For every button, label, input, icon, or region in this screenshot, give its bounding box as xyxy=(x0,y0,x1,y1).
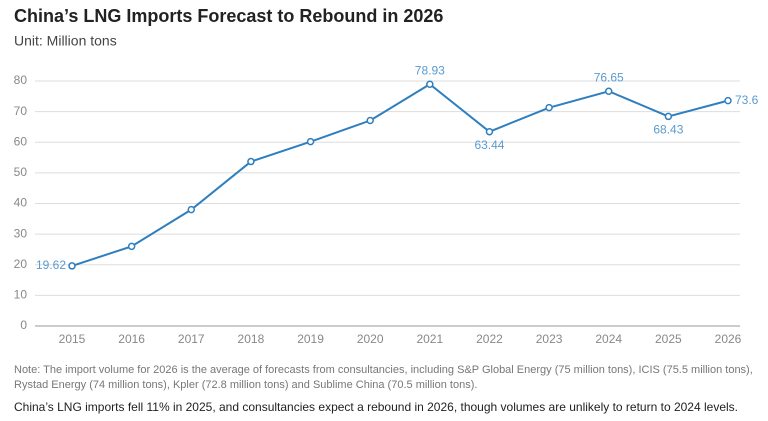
y-tick-label: 10 xyxy=(14,288,28,302)
data-label: 19.62 xyxy=(36,258,66,272)
x-tick-label: 2018 xyxy=(238,332,265,346)
series-line xyxy=(71,83,729,267)
y-tick-label: 60 xyxy=(14,134,28,148)
point xyxy=(366,116,374,125)
chart-title: China’s LNG Imports Forecast to Rebound … xyxy=(14,6,443,26)
x-tick-label: 2020 xyxy=(357,332,384,346)
point xyxy=(306,137,315,146)
x-tick-label: 2025 xyxy=(655,332,682,346)
point xyxy=(724,96,732,105)
note: Note: The import volume for 2026 is the … xyxy=(14,364,753,391)
x-tick-label: 2026 xyxy=(715,332,742,346)
caption: China’s LNG imports fell 11% in 2025, an… xyxy=(14,400,738,414)
data-label: 78.93 xyxy=(415,63,445,77)
y-tick-label: 50 xyxy=(14,165,28,179)
x-tick-label: 2019 xyxy=(297,332,324,346)
x-tick-label: 2021 xyxy=(416,332,443,346)
x-tick-label: 2016 xyxy=(118,332,145,346)
y-tick-label: 40 xyxy=(14,196,28,210)
point xyxy=(604,87,613,96)
x-tick-label: 2022 xyxy=(476,332,503,346)
y-tick-label: 70 xyxy=(14,104,28,118)
x-tick-label: 2017 xyxy=(178,332,205,346)
data-label: 73.6 xyxy=(735,93,759,107)
data-label: 76.65 xyxy=(594,70,624,84)
data-label: 63.44 xyxy=(474,138,504,152)
chart: China’s LNG Imports Forecast to Rebound … xyxy=(14,6,759,346)
point xyxy=(664,112,673,121)
point xyxy=(247,157,255,166)
x-tick-label: 2024 xyxy=(595,332,622,346)
chart-subtitle: Unit: Million tons xyxy=(14,33,117,49)
point xyxy=(545,103,553,112)
x-tick-label: 2023 xyxy=(536,332,563,346)
x-tick-label: 2015 xyxy=(59,332,86,346)
point xyxy=(187,205,196,214)
y-tick-label: 30 xyxy=(14,226,28,240)
point xyxy=(426,80,434,89)
point xyxy=(68,262,76,270)
point xyxy=(485,127,494,136)
point xyxy=(127,242,136,251)
data-label: 68.43 xyxy=(653,123,683,137)
y-tick-label: 20 xyxy=(14,257,28,271)
y-tick-label: 80 xyxy=(14,73,28,87)
y-tick-label: 0 xyxy=(20,318,27,332)
